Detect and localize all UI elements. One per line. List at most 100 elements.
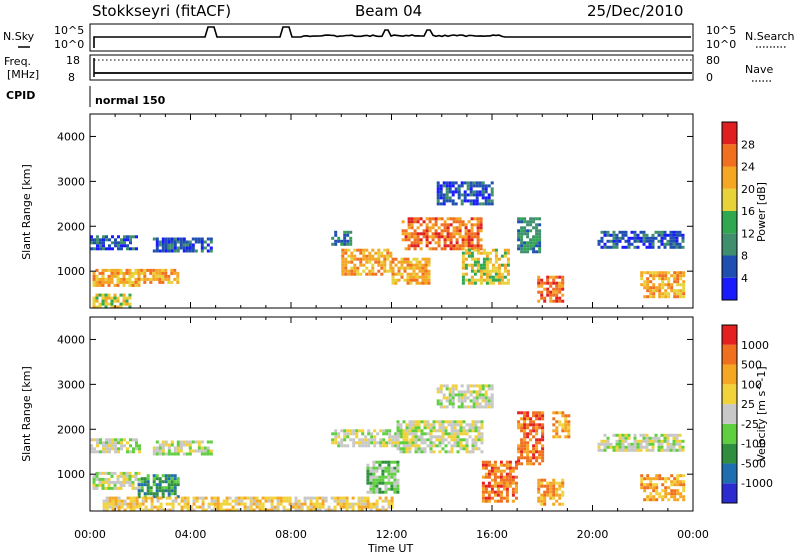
data-cell xyxy=(465,450,469,454)
data-cell xyxy=(117,438,120,442)
data-cell xyxy=(552,411,556,415)
data-cell xyxy=(660,230,664,234)
data-cell xyxy=(490,469,494,473)
data-cell xyxy=(440,217,444,221)
data-cell xyxy=(445,387,449,391)
data-cell xyxy=(135,499,139,503)
data-cell xyxy=(682,498,686,502)
data-cell xyxy=(129,508,133,512)
data-cell xyxy=(425,238,429,242)
data-cell xyxy=(405,429,409,433)
data-cell xyxy=(105,235,108,239)
data-cell xyxy=(442,181,446,185)
data-cell xyxy=(541,429,545,433)
data-cell xyxy=(532,450,536,454)
data-cell xyxy=(543,499,547,503)
data-cell xyxy=(555,426,559,430)
data-cell xyxy=(474,420,478,424)
data-cell xyxy=(499,484,503,488)
data-cell xyxy=(421,257,425,261)
data-cell xyxy=(400,435,404,439)
data-cell xyxy=(541,411,545,415)
data-cell xyxy=(538,235,542,239)
data-cell xyxy=(409,281,413,285)
data-cell xyxy=(414,432,418,436)
data-cell xyxy=(383,260,387,264)
station-title: Stokkseyri (fitACF) xyxy=(92,2,231,20)
data-cell xyxy=(300,505,304,509)
data-cell xyxy=(116,283,120,287)
data-cell xyxy=(459,423,463,427)
data-cell xyxy=(479,272,483,276)
data-cell xyxy=(455,232,459,236)
data-cell xyxy=(424,278,428,282)
data-cell xyxy=(375,481,379,485)
data-cell xyxy=(464,251,468,255)
data-cell xyxy=(126,247,129,251)
data-cell xyxy=(390,469,394,473)
data-cell xyxy=(651,436,655,440)
data-cell xyxy=(448,393,452,397)
data-cell xyxy=(618,236,622,240)
data-cell xyxy=(447,441,451,445)
data-cell xyxy=(564,417,568,421)
data-cell xyxy=(206,449,210,453)
data-cell xyxy=(249,505,253,509)
data-cell xyxy=(484,196,488,200)
data-cell xyxy=(114,241,117,245)
data-cell xyxy=(615,233,619,237)
data-cell xyxy=(494,248,498,252)
data-cell xyxy=(646,277,650,281)
data-cell xyxy=(380,260,384,264)
data-cell xyxy=(396,478,400,482)
data-cell xyxy=(506,251,510,255)
data-cell xyxy=(455,244,459,248)
data-cell xyxy=(459,444,463,448)
data-cell xyxy=(508,466,512,470)
data-cell xyxy=(396,438,400,442)
data-cell xyxy=(337,435,341,439)
data-cell xyxy=(523,441,527,445)
data-cell xyxy=(341,263,345,267)
data-cell xyxy=(643,498,647,502)
data-cell xyxy=(356,257,360,261)
data-cell xyxy=(98,280,102,284)
data-cell xyxy=(372,472,376,476)
data-cell xyxy=(155,486,159,490)
data-cell xyxy=(385,429,389,433)
data-cell xyxy=(465,444,469,448)
data-cell xyxy=(408,429,412,433)
data-cell xyxy=(669,236,673,240)
data-cell xyxy=(538,223,542,227)
data-cell xyxy=(176,280,180,284)
data-cell xyxy=(448,390,452,394)
data-cell xyxy=(490,472,494,476)
data-cell xyxy=(90,238,93,242)
data-cell xyxy=(603,245,607,249)
data-cell xyxy=(646,474,650,478)
data-cell xyxy=(443,238,447,242)
data-cell xyxy=(128,305,132,309)
data-cell xyxy=(143,492,147,496)
data-cell xyxy=(481,484,485,488)
data-cell xyxy=(487,193,491,197)
data-cell xyxy=(475,390,479,394)
data-cell xyxy=(243,496,247,500)
data-cell xyxy=(164,452,168,456)
data-cell xyxy=(405,435,409,439)
data-cell xyxy=(96,235,99,239)
data-cell xyxy=(484,484,488,488)
data-cell xyxy=(523,444,527,448)
data-cell xyxy=(455,241,459,245)
data-cell xyxy=(466,390,470,394)
data-cell xyxy=(191,246,195,250)
data-cell xyxy=(324,508,328,512)
data-cell xyxy=(354,502,358,506)
data-cell xyxy=(203,452,207,456)
data-cell xyxy=(645,442,649,446)
data-cell xyxy=(438,438,442,442)
data-cell xyxy=(417,435,421,439)
data-cell xyxy=(369,481,373,485)
data-cell xyxy=(410,226,414,230)
